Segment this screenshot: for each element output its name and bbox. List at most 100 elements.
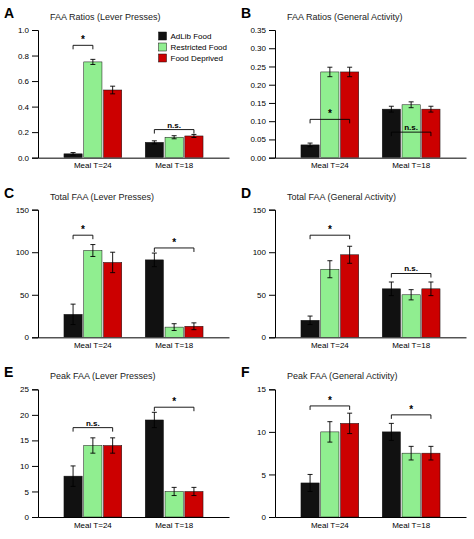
bracket bbox=[154, 130, 194, 134]
x-tick-label: Meal T=18 bbox=[392, 161, 430, 170]
error-bar bbox=[389, 423, 394, 440]
y-tick-label: 150 bbox=[16, 206, 30, 215]
y-tick-mark bbox=[269, 389, 275, 390]
y-tick-mark bbox=[32, 252, 38, 253]
bracket bbox=[310, 119, 350, 123]
y-tick-mark bbox=[269, 66, 275, 67]
y-axis-line bbox=[32, 210, 39, 338]
y-tick: 0.15 bbox=[250, 99, 275, 108]
annotations: * n.s. bbox=[328, 224, 418, 273]
panel: 0.000.050.100.150.200.250.300.35Meal T=2… bbox=[241, 5, 467, 170]
y-axis-line bbox=[269, 210, 276, 338]
y-tick: 0 bbox=[25, 333, 38, 342]
bracket-label: * bbox=[328, 224, 332, 235]
title: Peak FAA (Lever Presses) bbox=[50, 371, 156, 381]
bar bbox=[402, 453, 420, 517]
plot-area bbox=[301, 406, 440, 517]
x-tick-label: Meal T=18 bbox=[155, 521, 193, 530]
title: Total FAA (General Activity) bbox=[287, 192, 396, 202]
y-tick: 0.30 bbox=[250, 44, 275, 53]
bracket bbox=[391, 415, 431, 419]
legend-label: Restricted Food bbox=[171, 43, 227, 52]
y-axis-line bbox=[32, 31, 39, 159]
title: Total FAA (Lever Presses) bbox=[50, 192, 154, 202]
y-tick-label: 10 bbox=[257, 428, 266, 437]
y-tick: 25 bbox=[20, 385, 38, 394]
y-tick-label: 5 bbox=[262, 471, 267, 480]
legend-swatch bbox=[159, 43, 167, 51]
error-bar bbox=[90, 245, 95, 257]
panel-label: F bbox=[241, 364, 250, 380]
error-bar bbox=[172, 136, 177, 139]
y-tick-label: 100 bbox=[16, 248, 30, 257]
legend-label: Food Deprived bbox=[171, 54, 223, 63]
error-bar bbox=[110, 438, 115, 453]
y-tick: 50 bbox=[20, 291, 38, 300]
series bbox=[341, 246, 440, 337]
x-tick: Meal T=18 bbox=[155, 158, 193, 171]
y-tick-mark bbox=[269, 103, 275, 104]
bar bbox=[321, 432, 339, 517]
bar bbox=[422, 289, 440, 338]
y-tick: 0.00 bbox=[250, 154, 275, 163]
legend-label: AdLib Food bbox=[171, 32, 212, 41]
error-bar bbox=[172, 487, 177, 495]
y-tick-mark bbox=[32, 107, 38, 108]
y-tick: 100 bbox=[253, 248, 275, 257]
y-tick: 0.2 bbox=[18, 128, 38, 137]
x-tick-label: Meal T=24 bbox=[311, 341, 349, 350]
y-tick-mark bbox=[269, 48, 275, 49]
plot-area bbox=[64, 235, 203, 337]
error-bar bbox=[347, 246, 352, 263]
bar bbox=[145, 142, 163, 157]
bracket-label: n.s. bbox=[86, 419, 100, 428]
bar bbox=[422, 453, 440, 517]
bracket-label: * bbox=[328, 395, 332, 406]
x-tick: Meal T=24 bbox=[311, 337, 349, 350]
y-tick-mark bbox=[269, 432, 275, 433]
series bbox=[84, 438, 183, 517]
error-bar bbox=[409, 102, 414, 108]
series bbox=[84, 59, 183, 157]
y-tick: 0.10 bbox=[250, 117, 275, 126]
x-tick: Meal T=18 bbox=[392, 337, 430, 350]
panel: 0.00.20.40.60.81.0Meal T=24Meal T=18*n.s… bbox=[4, 5, 230, 170]
bar bbox=[185, 136, 203, 158]
x-axis: Meal T=24Meal T=18 bbox=[39, 337, 230, 350]
y-axis: 0 5 10 15 bbox=[257, 385, 275, 522]
y-tick-label: 0.8 bbox=[18, 52, 30, 61]
y-axis: 0.000.050.100.150.200.250.300.35 bbox=[250, 26, 275, 163]
bracket bbox=[73, 45, 93, 49]
y-tick-mark bbox=[32, 440, 38, 441]
x-axis: Meal T=24Meal T=18 bbox=[39, 517, 230, 530]
annotations: ** bbox=[328, 395, 413, 415]
y-tick-label: 10 bbox=[20, 462, 29, 471]
figure: 0.00.20.40.60.81.0Meal T=24Meal T=18*n.s… bbox=[0, 0, 474, 539]
y-tick-label: 0.6 bbox=[18, 77, 30, 86]
annotations: n.s. * bbox=[86, 396, 176, 427]
y-tick: 0.20 bbox=[250, 81, 275, 90]
annotations: *n.s. bbox=[328, 108, 418, 132]
bracket-label: * bbox=[172, 396, 176, 407]
legend-swatch bbox=[159, 54, 167, 62]
y-tick-mark bbox=[269, 252, 275, 253]
y-tick-mark bbox=[269, 210, 275, 211]
y-tick-mark bbox=[32, 158, 38, 159]
y-tick: 0 bbox=[262, 513, 275, 522]
bar bbox=[84, 446, 102, 517]
x-axis-line bbox=[276, 158, 467, 159]
y-tick: 15 bbox=[257, 385, 275, 394]
error-bar bbox=[389, 106, 394, 112]
bracket-label: n.s. bbox=[404, 265, 418, 274]
y-tick: 0.05 bbox=[250, 135, 275, 144]
bracket bbox=[73, 428, 113, 432]
error-bar bbox=[90, 59, 95, 64]
y-tick-mark bbox=[269, 295, 275, 296]
error-bar bbox=[191, 323, 196, 330]
x-tick: Meal T=18 bbox=[392, 517, 430, 530]
error-bar bbox=[409, 290, 414, 300]
bracket bbox=[73, 235, 93, 239]
y-axis-line bbox=[269, 390, 276, 518]
y-tick-label: 0.30 bbox=[250, 44, 266, 53]
x-tick: Meal T=18 bbox=[155, 517, 193, 530]
